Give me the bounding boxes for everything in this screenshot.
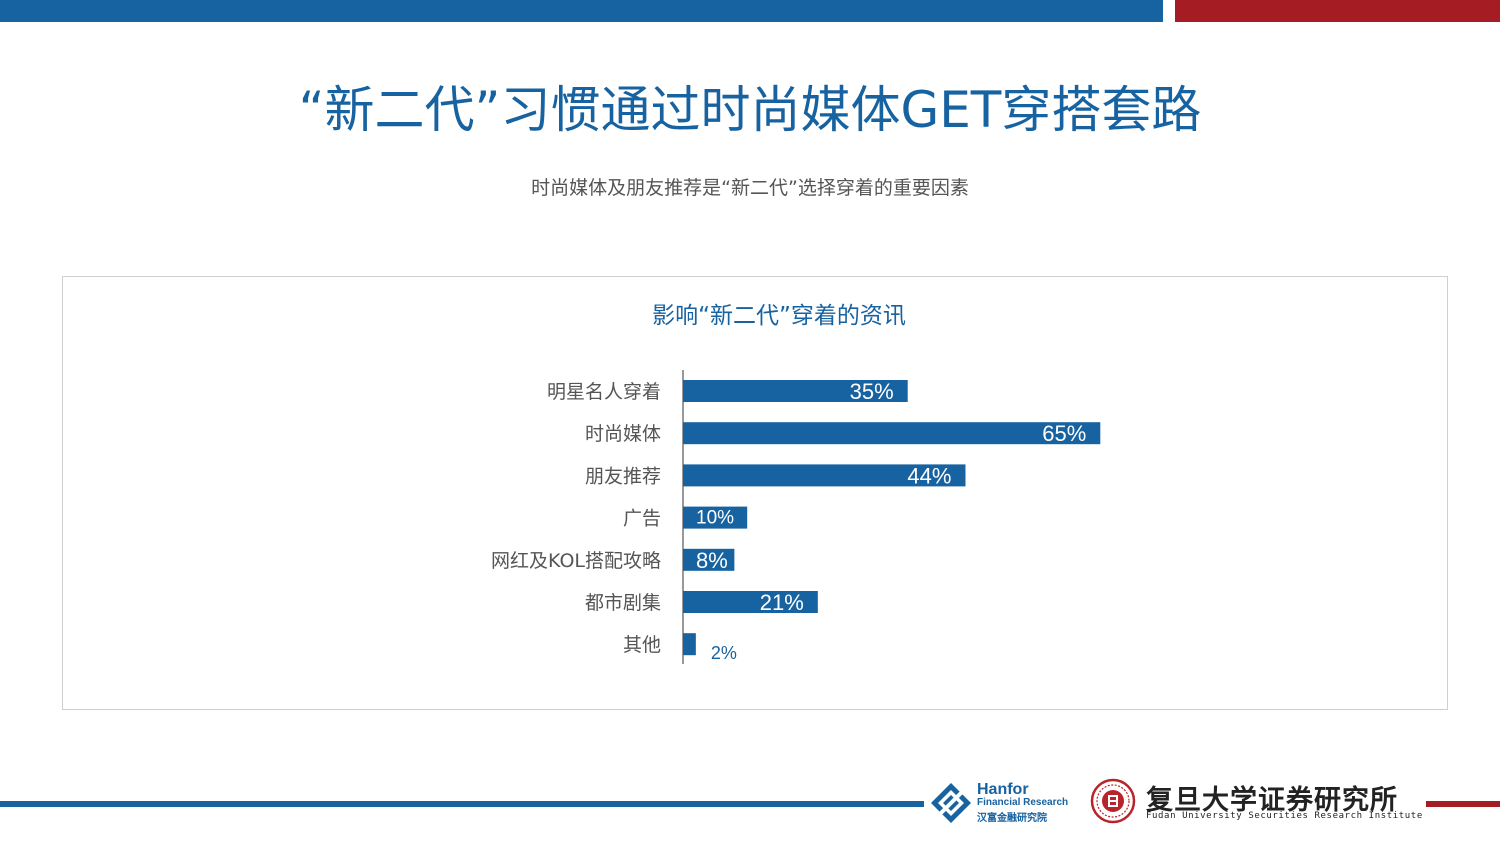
- slide-subtitle: 时尚媒体及朋友推荐是“新二代”选择穿着的重要因素: [531, 177, 969, 199]
- data-label: 21%: [760, 590, 804, 615]
- data-label: 8%: [696, 548, 728, 573]
- bar: [683, 591, 818, 613]
- data-label: 10%: [696, 508, 734, 529]
- category-label: 朋友推荐: [585, 465, 661, 487]
- bar: [683, 633, 696, 656]
- chart-frame: 影响“新二代”穿着的资讯 明星名人穿着 35% 时尚媒体 65% 朋友推荐 44% 广告 10…: [62, 276, 1448, 710]
- slide-title: “新二代”习惯通过时尚媒体GET穿搭套路: [298, 81, 1202, 139]
- category-label: 明星名人穿着: [547, 381, 661, 403]
- fudan-chinese-name: 复旦大学证券研究所: [1146, 785, 1398, 816]
- fudan-english-name: Fudan University Securities Research Ins…: [1146, 811, 1423, 821]
- hanfor-diamond-icon: [931, 783, 971, 823]
- bar: [683, 422, 1101, 445]
- category-label: 时尚媒体: [585, 423, 661, 445]
- top-accent-bar-red: [1175, 0, 1500, 22]
- footer-line-blue: [0, 801, 924, 807]
- bar: [683, 464, 966, 487]
- category-label: 其他: [623, 634, 661, 656]
- footer-line-red: [1426, 801, 1500, 807]
- bars-layer: 明星名人穿着 35% 时尚媒体 65% 朋友推荐 44% 广告 10% 网红及KOL搭配攻略 8%…: [491, 370, 1101, 664]
- hanfor-subtitle: Financial Research: [977, 797, 1069, 808]
- bar: [683, 548, 735, 571]
- bar: [683, 506, 748, 529]
- data-label: 44%: [907, 463, 951, 488]
- bar: [683, 380, 908, 402]
- category-label: 网红及KOL搭配攻略: [491, 550, 661, 572]
- chart-title: 影响“新二代”穿着的资讯: [652, 303, 906, 329]
- hanfor-chinese-name: 汉富金融研究院: [977, 813, 1047, 824]
- data-label: 65%: [1042, 421, 1086, 446]
- hanfor-logo: Hanfor Financial Research 汉富金融研究院: [930, 781, 1080, 825]
- bar-chart: 影响“新二代”穿着的资讯 明星名人穿着 35% 时尚媒体 65% 朋友推荐 44% 广告 10…: [491, 303, 1101, 664]
- top-accent-bar-blue: [0, 0, 1163, 22]
- category-label: 都市剧集: [585, 592, 661, 614]
- fudan-seal-icon: [1090, 778, 1136, 824]
- hanfor-name: Hanfor: [977, 781, 1029, 798]
- data-label: 35%: [850, 379, 894, 404]
- fudan-logo: 复旦大学证券研究所 Fudan University Securities Re…: [1090, 778, 1422, 826]
- category-label: 广告: [623, 508, 661, 530]
- data-label: 2%: [711, 643, 737, 663]
